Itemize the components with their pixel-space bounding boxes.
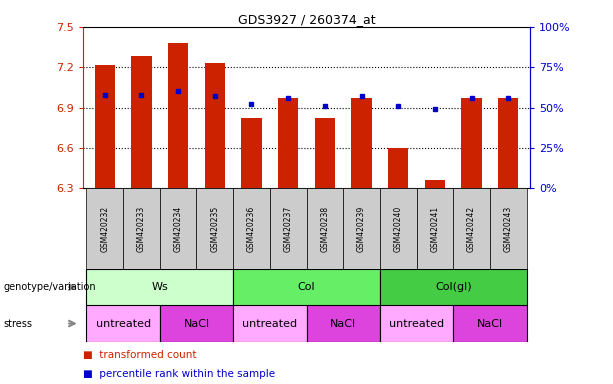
Bar (490, 188, 527, 269)
Text: GSM420242: GSM420242 (467, 205, 476, 252)
Bar (380, 188, 417, 269)
Bar (168, 43, 188, 188)
Bar (123, 188, 160, 269)
Bar (233, 305, 306, 342)
Text: Ws: Ws (151, 282, 168, 292)
Bar (453, 188, 490, 269)
Bar (380, 305, 453, 342)
Text: GSM420241: GSM420241 (430, 205, 440, 252)
Text: genotype/variation: genotype/variation (3, 282, 96, 292)
Bar (196, 188, 233, 269)
Bar (425, 180, 445, 188)
Text: stress: stress (3, 318, 32, 329)
Text: GSM420237: GSM420237 (284, 205, 292, 252)
Text: GSM420234: GSM420234 (173, 205, 183, 252)
Bar (94, 65, 115, 188)
Bar (314, 118, 335, 188)
Bar (270, 188, 306, 269)
Bar (351, 98, 371, 188)
Bar (160, 305, 233, 342)
Bar (388, 148, 408, 188)
Text: Col: Col (298, 282, 315, 292)
Bar (233, 269, 380, 305)
Text: GSM420232: GSM420232 (101, 205, 109, 252)
Text: GSM420243: GSM420243 (504, 205, 512, 252)
Text: GSM420235: GSM420235 (210, 205, 219, 252)
Text: GSM420239: GSM420239 (357, 205, 366, 252)
Bar (380, 269, 527, 305)
Bar (453, 305, 527, 342)
Bar (86, 305, 160, 342)
Bar (160, 188, 196, 269)
Text: Col(gl): Col(gl) (435, 282, 471, 292)
Bar (242, 118, 262, 188)
Text: ■  transformed count: ■ transformed count (83, 350, 196, 360)
Text: GSM420233: GSM420233 (137, 205, 146, 252)
Bar (417, 188, 453, 269)
Bar (278, 98, 299, 188)
Text: NaCl: NaCl (477, 318, 503, 329)
Bar (306, 188, 343, 269)
Text: ■  percentile rank within the sample: ■ percentile rank within the sample (83, 369, 275, 379)
Text: untreated: untreated (389, 318, 444, 329)
Bar (498, 98, 519, 188)
Bar (233, 188, 270, 269)
Bar (343, 188, 380, 269)
Bar (86, 188, 123, 269)
Text: GSM420236: GSM420236 (247, 205, 256, 252)
Title: GDS3927 / 260374_at: GDS3927 / 260374_at (238, 13, 375, 26)
Bar (306, 305, 380, 342)
Bar (462, 98, 482, 188)
Bar (205, 63, 225, 188)
Bar (86, 269, 233, 305)
Text: GSM420238: GSM420238 (321, 205, 329, 252)
Text: untreated: untreated (96, 318, 151, 329)
Text: NaCl: NaCl (330, 318, 356, 329)
Text: untreated: untreated (242, 318, 297, 329)
Bar (131, 56, 151, 188)
Text: GSM420240: GSM420240 (394, 205, 403, 252)
Text: NaCl: NaCl (183, 318, 210, 329)
